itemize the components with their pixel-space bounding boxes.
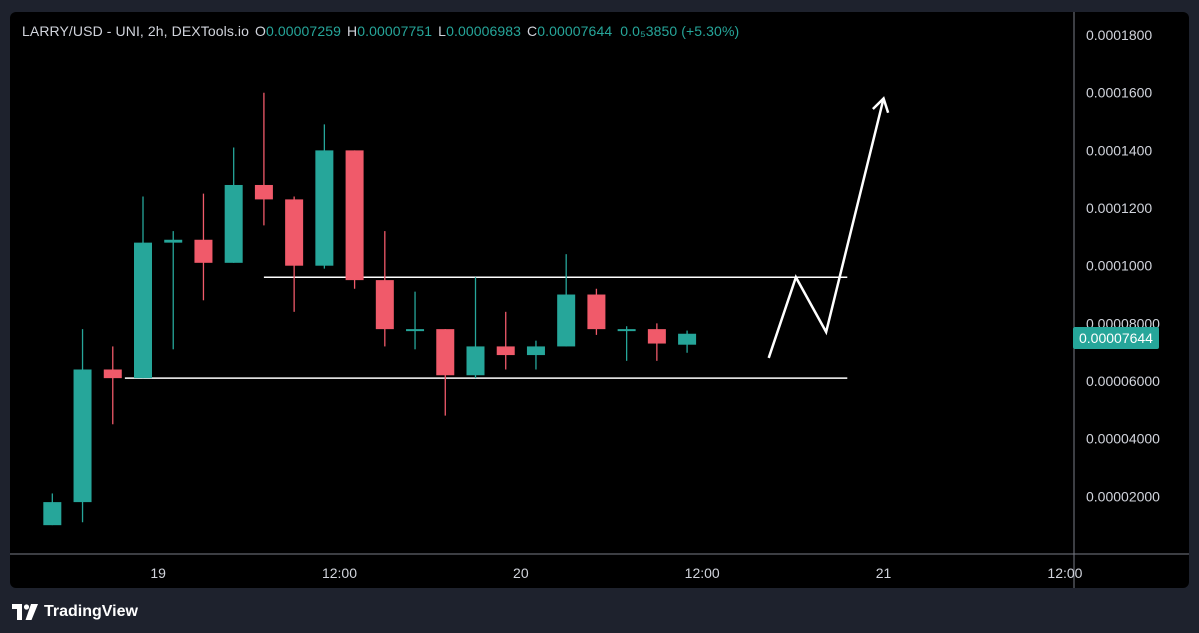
price-tick-label: 0.0001600	[1086, 85, 1152, 101]
candle-up	[315, 124, 334, 269]
price-tick-label: 0.0001800	[1086, 27, 1152, 43]
time-tick-label: 12:00	[685, 565, 720, 581]
candle-up	[678, 330, 697, 353]
legend-open-label: O	[255, 23, 267, 39]
axis-lines	[10, 12, 1189, 588]
candle-up	[134, 196, 152, 379]
candle-body	[678, 333, 697, 345]
price-tick-label: 0.00006000	[1086, 373, 1160, 389]
price-tick-label: 0.00004000	[1086, 431, 1160, 447]
legend-change: 0.0₅3850 (+5.30%)	[620, 23, 740, 39]
candle-down	[285, 196, 304, 312]
candle-body	[194, 239, 213, 263]
candle-body	[164, 239, 183, 243]
candle-body	[375, 280, 394, 330]
candle-down	[345, 150, 364, 289]
candle-up	[406, 291, 425, 350]
projection-arrow	[767, 96, 890, 359]
candle-down	[103, 346, 122, 425]
candle-body	[345, 150, 364, 281]
candle-down	[587, 288, 606, 335]
price-tick-label: 0.0001400	[1086, 142, 1152, 158]
last-price-badge: 0.00007644	[1073, 327, 1159, 349]
legend-low-value: 0.00006983	[446, 23, 522, 39]
candle-body	[587, 294, 606, 330]
candle-body	[466, 346, 485, 376]
legend-high-label: H	[346, 23, 358, 39]
candle-up	[617, 326, 636, 361]
tradingview-logo-icon[interactable]	[12, 604, 38, 620]
legend-low-label: L	[438, 23, 447, 39]
candle-down	[436, 329, 455, 416]
candle-up	[43, 493, 62, 526]
legend-open-value: 0.00007259	[266, 23, 341, 39]
footer: TradingView	[12, 601, 138, 623]
legend-high-value: 0.00007751	[357, 23, 433, 39]
time-tick-label: 21	[876, 565, 892, 581]
candle-body	[103, 369, 122, 379]
candle-body	[557, 294, 576, 347]
candle-body	[406, 329, 425, 332]
candle-down	[496, 311, 515, 370]
arrow-head	[872, 96, 890, 114]
price-tick-label: 0.0001200	[1086, 200, 1152, 216]
candle-body	[254, 184, 273, 200]
candle-body	[496, 346, 515, 356]
price-tick-label: 0.00002000	[1086, 488, 1160, 504]
price-tick-label: 0.0001000	[1086, 258, 1152, 274]
price-axis[interactable]: 0.000020000.000040000.000060000.00008000…	[1086, 27, 1160, 504]
chart-frame: 0.00002000 0.00004000 0.00006000 0.00008000…	[10, 12, 1189, 588]
time-tick-label: 12:00	[1047, 565, 1082, 581]
candle-down	[194, 193, 213, 301]
candle-body	[526, 346, 545, 356]
candle-body	[285, 199, 304, 266]
time-tick-label: 19	[150, 565, 166, 581]
legend-close-label: C	[527, 23, 538, 39]
tradingview-brand[interactable]: TradingView	[44, 603, 138, 620]
candle-down	[647, 323, 666, 361]
legend-symbol: LARRY/USD - UNI, 2h, DEXTools.io	[22, 23, 250, 39]
time-axis[interactable]: 19 12:00 20 12:00 21 12:00	[150, 565, 1082, 581]
candles	[43, 92, 697, 526]
chart-canvas[interactable]: 0.000020000.000040000.000060000.00008000…	[10, 12, 1189, 588]
legend-close-value: 0.00007644	[537, 23, 613, 39]
candle-up	[164, 231, 183, 350]
candle-body	[617, 329, 636, 332]
candle-body	[224, 184, 243, 263]
candle-body	[315, 150, 334, 266]
candle-up	[466, 277, 485, 379]
candle-up	[557, 254, 576, 347]
candle-body	[134, 242, 152, 379]
chart-legend: LARRY/USD - UNI, 2h, DEXTools.io O0.00007…	[22, 23, 739, 39]
support-resistance-lines	[124, 276, 848, 379]
time-tick-label: 20	[513, 565, 529, 581]
candle-up	[73, 329, 92, 523]
candle-body	[436, 329, 455, 376]
candle-down	[254, 92, 273, 226]
time-tick-label: 12:00	[322, 565, 357, 581]
candle-down	[375, 231, 394, 347]
candle-body	[73, 369, 92, 503]
candle-body	[647, 329, 666, 344]
candle-up	[224, 147, 243, 263]
projection-arrow-path	[767, 98, 885, 359]
candle-body	[43, 502, 62, 526]
candle-up	[526, 340, 545, 370]
